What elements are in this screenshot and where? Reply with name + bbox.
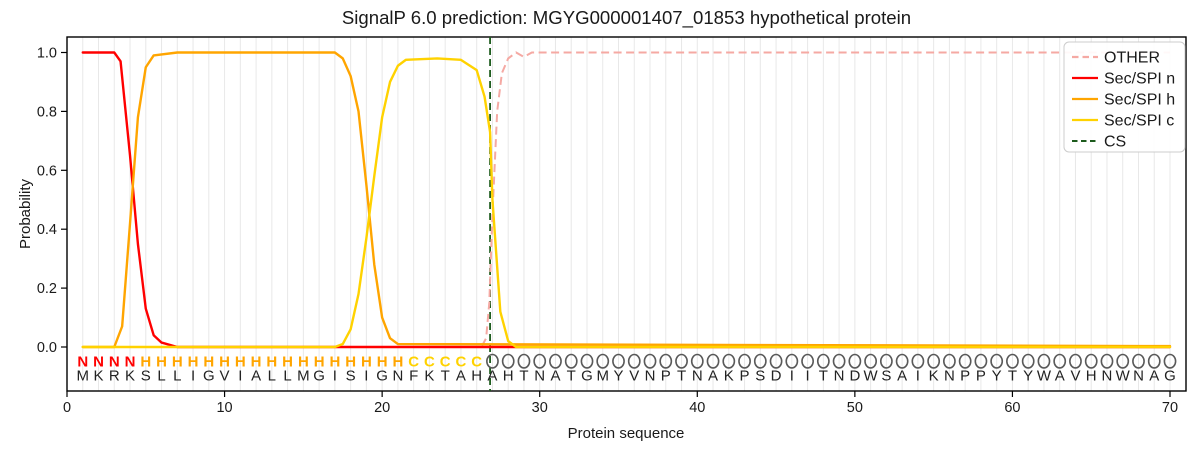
svg-text:OTHER: OTHER: [1104, 50, 1160, 67]
svg-text:N: N: [534, 368, 545, 385]
svg-text:P: P: [976, 368, 986, 385]
svg-text:Sec/SPI n: Sec/SPI n: [1104, 71, 1175, 88]
svg-text:D: D: [849, 368, 860, 385]
svg-text:T: T: [519, 368, 528, 385]
svg-text:S: S: [346, 368, 356, 385]
svg-text:D: D: [771, 368, 782, 385]
svg-text:I: I: [238, 368, 242, 385]
svg-text:N: N: [944, 368, 955, 385]
svg-text:M: M: [297, 368, 310, 385]
svg-text:H: H: [503, 368, 514, 385]
svg-text:P: P: [960, 368, 970, 385]
svg-text:20: 20: [374, 400, 390, 416]
svg-text:T: T: [677, 368, 686, 385]
svg-text:0.4: 0.4: [37, 222, 57, 238]
svg-text:H: H: [471, 368, 482, 385]
svg-text:G: G: [376, 368, 388, 385]
svg-text:T: T: [819, 368, 828, 385]
svg-text:A: A: [456, 368, 466, 385]
svg-text:G: G: [581, 368, 593, 385]
svg-text:W: W: [1116, 368, 1131, 385]
svg-text:50: 50: [847, 400, 863, 416]
svg-text:M: M: [596, 368, 609, 385]
svg-text:N: N: [392, 368, 403, 385]
svg-text:I: I: [364, 368, 368, 385]
svg-text:60: 60: [1004, 400, 1020, 416]
svg-text:N: N: [1133, 368, 1144, 385]
svg-text:K: K: [929, 368, 939, 385]
svg-text:G: G: [1164, 368, 1176, 385]
svg-text:K: K: [724, 368, 734, 385]
svg-text:N: N: [645, 368, 656, 385]
svg-text:Y: Y: [1023, 368, 1033, 385]
svg-text:W: W: [864, 368, 879, 385]
svg-text:P: P: [661, 368, 671, 385]
svg-text:30: 30: [532, 400, 548, 416]
svg-text:A: A: [1055, 368, 1065, 385]
svg-text:L: L: [283, 368, 291, 385]
svg-text:L: L: [157, 368, 165, 385]
svg-text:R: R: [109, 368, 120, 385]
svg-text:L: L: [173, 368, 181, 385]
svg-text:40: 40: [689, 400, 705, 416]
svg-text:V: V: [629, 368, 639, 385]
svg-text:0: 0: [63, 400, 71, 416]
svg-text:Protein sequence: Protein sequence: [568, 425, 685, 442]
svg-text:A: A: [550, 368, 560, 385]
svg-text:P: P: [740, 368, 750, 385]
svg-text:K: K: [94, 368, 104, 385]
svg-text:N: N: [1102, 368, 1113, 385]
svg-text:H: H: [1086, 368, 1097, 385]
svg-text:A: A: [1149, 368, 1159, 385]
svg-text:S: S: [755, 368, 765, 385]
svg-text:L: L: [268, 368, 276, 385]
svg-text:0.8: 0.8: [37, 104, 57, 120]
svg-text:T: T: [1008, 368, 1017, 385]
svg-text:N: N: [834, 368, 845, 385]
svg-text:10: 10: [216, 400, 232, 416]
svg-text:Probability: Probability: [17, 178, 34, 249]
svg-text:Sec/SPI c: Sec/SPI c: [1104, 113, 1174, 130]
svg-text:F: F: [409, 368, 418, 385]
svg-text:Y: Y: [992, 368, 1002, 385]
svg-text:CS: CS: [1104, 134, 1126, 151]
svg-text:V: V: [220, 368, 230, 385]
svg-text:I: I: [790, 368, 794, 385]
svg-text:Sec/SPI h: Sec/SPI h: [1104, 92, 1175, 109]
svg-text:0.2: 0.2: [37, 281, 57, 297]
svg-text:M: M: [77, 368, 90, 385]
svg-text:T: T: [567, 368, 576, 385]
svg-text:A: A: [708, 368, 718, 385]
svg-text:G: G: [313, 368, 325, 385]
svg-text:N: N: [692, 368, 703, 385]
svg-text:S: S: [881, 368, 891, 385]
svg-text:I: I: [333, 368, 337, 385]
svg-text:A: A: [251, 368, 261, 385]
svg-text:0.0: 0.0: [37, 340, 57, 356]
svg-text:A: A: [487, 368, 497, 385]
svg-text:S: S: [141, 368, 151, 385]
svg-text:T: T: [441, 368, 450, 385]
svg-text:0.6: 0.6: [37, 163, 57, 179]
svg-text:K: K: [424, 368, 434, 385]
svg-text:70: 70: [1162, 400, 1178, 416]
svg-text:K: K: [125, 368, 135, 385]
svg-text:I: I: [916, 368, 920, 385]
svg-text:A: A: [897, 368, 907, 385]
svg-text:Y: Y: [613, 368, 623, 385]
svg-text:G: G: [203, 368, 215, 385]
svg-text:1.0: 1.0: [37, 46, 57, 62]
svg-text:W: W: [1037, 368, 1052, 385]
svg-text:I: I: [806, 368, 810, 385]
svg-text:I: I: [191, 368, 195, 385]
svg-text:V: V: [1070, 368, 1080, 385]
